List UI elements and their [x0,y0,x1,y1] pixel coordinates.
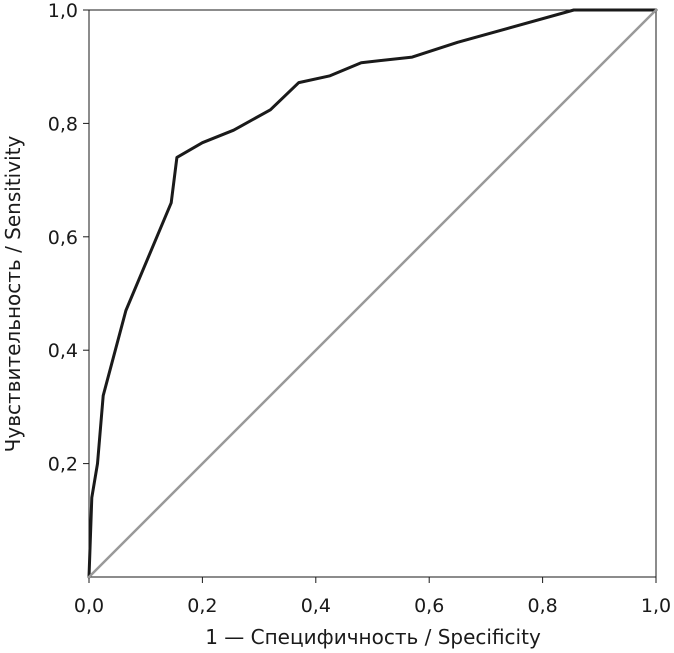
y-tick-label: 0,2 [48,454,78,476]
y-tick-label: 0,8 [48,113,78,135]
tick-labels: 0,0 0,2 0,4 0,6 0,8 1,0 0,2 0,4 0,6 0,8 1,0 [48,0,671,617]
series-group [87,8,658,579]
x-tick-label: 0,8 [527,595,557,617]
roc-curve-line [87,8,658,579]
y-tick-label: 1,0 [48,0,78,22]
x-tick-label: 0,6 [414,595,444,617]
x-axis-title: 1 — Специфичность / Specificity [205,625,541,649]
x-tick-label: 0,2 [187,595,217,617]
reference-diagonal-line [87,8,658,579]
plot-frame [88,9,657,578]
x-tick-label: 0,4 [301,595,331,617]
y-tick-label: 0,4 [48,340,78,362]
x-tick-label: 1,0 [641,595,671,617]
y-tick-label: 0,6 [48,227,78,249]
axes [83,9,657,583]
y-axis-title: Чувствительность / Sensitivity [1,136,25,453]
x-tick-label: 0,0 [74,595,104,617]
